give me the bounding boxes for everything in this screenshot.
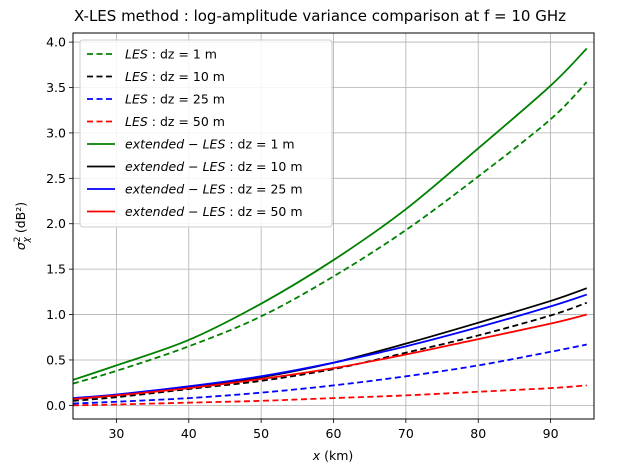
legend-label-4: LES : dz = 50 m bbox=[125, 114, 225, 129]
chart-title: X-LES method : log-amplitude variance co… bbox=[74, 7, 566, 25]
x-tick-label: 90 bbox=[543, 426, 559, 441]
x-ticks: 30 40 50 60 70 80 90 bbox=[108, 419, 559, 441]
legend-box bbox=[79, 39, 333, 228]
x-tick-label: 40 bbox=[181, 426, 197, 441]
series-layer bbox=[73, 47, 588, 407]
y-tick-label: 4.0 bbox=[46, 35, 66, 50]
legend-label-3: LES : dz = 25 m bbox=[125, 92, 225, 107]
legend-label-2: LES : dz = 10 m bbox=[125, 69, 225, 84]
y-tick-label: 2.5 bbox=[46, 171, 66, 186]
x-axis-label-unit: (km) bbox=[324, 448, 353, 463]
series-line-2 bbox=[73, 301, 588, 402]
y-axis-label-sub: χ bbox=[22, 236, 32, 243]
x-tick-label: 60 bbox=[326, 426, 342, 441]
y-axis-label: σ2χ (dB²) bbox=[13, 202, 32, 250]
x-tick-label: 80 bbox=[470, 426, 486, 441]
legend-label-6: extended − LES : dz = 10 m bbox=[125, 159, 303, 174]
y-tick-label: 0.0 bbox=[46, 398, 66, 413]
legend-label-1: LES : dz = 1 m bbox=[125, 47, 217, 62]
y-tick-label: 0.5 bbox=[46, 352, 66, 367]
x-tick-label: 70 bbox=[398, 426, 414, 441]
y-axis-label-unit: (dB²) bbox=[13, 202, 28, 233]
x-axis-label: x (km) bbox=[312, 448, 354, 463]
x-axis-label-var: x bbox=[312, 448, 321, 463]
series-line-8 bbox=[73, 313, 587, 400]
y-axis-label-sup: 2 bbox=[13, 236, 23, 242]
series-line-7 bbox=[73, 293, 588, 400]
legend-label-7: extended − LES : dz = 25 m bbox=[125, 182, 303, 197]
y-tick-label: 3.5 bbox=[46, 80, 66, 95]
series-line-3 bbox=[73, 343, 587, 405]
x-tick-label: 30 bbox=[108, 426, 124, 441]
legend: LES : dz = 1 m LES : dz = 10 m LES : dz = … bbox=[79, 39, 333, 228]
series-line-5 bbox=[73, 47, 588, 381]
y-tick-label: 2.0 bbox=[46, 216, 66, 231]
legend-label-5: extended − LES : dz = 1 m bbox=[125, 137, 295, 152]
x-tick-label: 50 bbox=[253, 426, 269, 441]
y-ticks: 0.0 0.5 1.0 1.5 2.0 2.5 3.0 3.5 4.0 bbox=[46, 35, 73, 413]
series-line-1 bbox=[73, 81, 588, 385]
y-tick-label: 1.0 bbox=[46, 307, 66, 322]
y-tick-label: 3.0 bbox=[46, 125, 66, 140]
series-line-4 bbox=[73, 384, 587, 407]
y-tick-label: 1.5 bbox=[46, 262, 66, 277]
y-axis-label-var: σ bbox=[13, 241, 28, 250]
legend-label-8: extended − LES : dz = 50 m bbox=[125, 204, 303, 219]
